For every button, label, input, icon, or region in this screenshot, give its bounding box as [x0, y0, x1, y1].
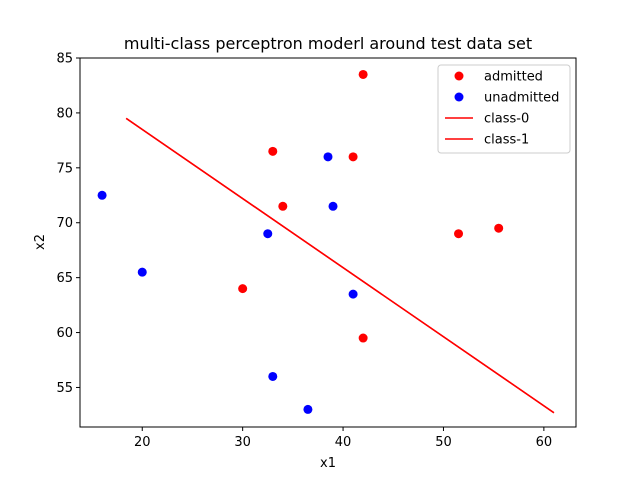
- x-tick-label: 60: [536, 435, 553, 450]
- x-tick-label: 20: [134, 435, 151, 450]
- legend-label-class-1: class-1: [484, 133, 529, 148]
- plot-frame: [79, 57, 577, 428]
- y-axis-label: x2: [33, 234, 48, 250]
- x-tick-label: 50: [435, 435, 452, 450]
- y-tick-label: 80: [56, 106, 73, 121]
- unadmitted-point: [263, 229, 273, 239]
- unadmitted-point: [303, 404, 313, 414]
- unadmitted-point: [348, 289, 358, 299]
- unadmitted-point: [328, 201, 338, 211]
- admitted-point: [278, 201, 288, 211]
- admitted-point: [358, 69, 368, 79]
- y-tick-label: 55: [56, 381, 73, 396]
- y-tick-label: 60: [56, 326, 73, 341]
- legend-marker-admitted: [454, 71, 464, 81]
- series-line-class-1: [125, 117, 555, 414]
- legend-marker-unadmitted: [454, 92, 464, 102]
- y-axis-ticks: 55 60 65 70 75 80 85: [56, 52, 80, 396]
- admitted-point: [454, 229, 464, 239]
- chart-title: multi-class perceptron moderl around tes…: [124, 34, 532, 53]
- admitted-point: [238, 284, 248, 294]
- unadmitted-point: [323, 152, 333, 162]
- plot-content: [97, 69, 555, 414]
- legend-label-class-0: class-0: [484, 112, 529, 127]
- x-axis-label: x1: [320, 456, 336, 471]
- admitted-point: [348, 152, 358, 162]
- unadmitted-point: [137, 267, 147, 277]
- legend-label-unadmitted: unadmitted: [484, 91, 559, 106]
- admitted-point: [268, 146, 278, 156]
- admitted-point: [358, 333, 368, 343]
- y-tick-label: 75: [56, 161, 73, 176]
- admitted-point: [494, 223, 504, 233]
- y-tick-label: 85: [56, 52, 73, 67]
- legend-box: [437, 64, 571, 154]
- x-tick-label: 30: [234, 435, 251, 450]
- unadmitted-point: [268, 371, 278, 381]
- unadmitted-point: [97, 190, 107, 200]
- legend-label-admitted: admitted: [484, 70, 543, 85]
- y-tick-label: 70: [56, 216, 73, 231]
- x-tick-label: 40: [335, 435, 352, 450]
- y-tick-label: 65: [56, 271, 73, 286]
- x-axis-ticks: 20 30 40 50 60: [134, 427, 552, 450]
- legend: admitted unadmitted class-0 class-1: [437, 64, 571, 154]
